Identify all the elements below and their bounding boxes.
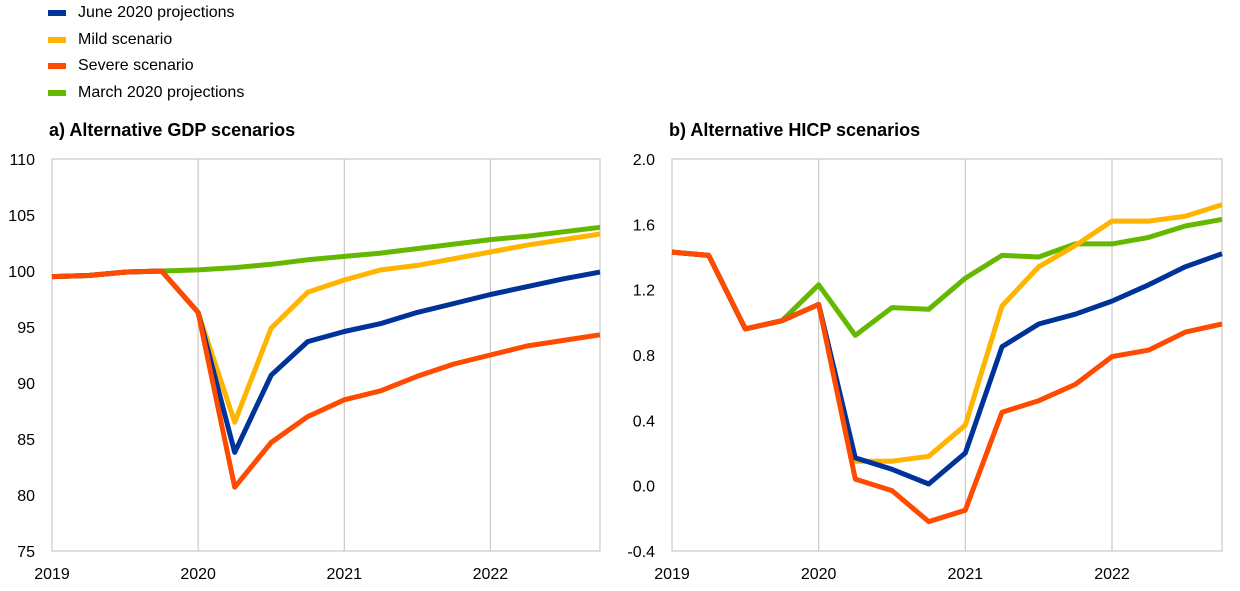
legend-swatch-severe	[48, 63, 66, 70]
gdp-y-tick-100: 100	[8, 264, 35, 281]
legend-label-june: June 2020 projections	[78, 4, 235, 22]
gdp-x-tick-2022: 2022	[473, 566, 509, 583]
hicp-series-june-2020-projections	[671, 249, 1223, 487]
gdp-y-tick-75: 75	[17, 544, 35, 561]
gdp-series-june-2020-projections	[51, 268, 601, 455]
legend-item-mild: Mild scenario	[48, 27, 244, 54]
hicp-y-tick-1.2: 1.2	[633, 283, 655, 300]
hicp-x-tick-2022: 2022	[1094, 566, 1130, 583]
hicp-y-tick-2.0: 2.0	[633, 152, 655, 169]
gdp-y-tick-90: 90	[17, 376, 35, 393]
legend-swatch-june	[48, 10, 66, 17]
gdp-y-tick-105: 105	[8, 208, 35, 225]
gdp-chart-title: a) Alternative GDP scenarios	[49, 120, 296, 140]
hicp-chart-title: b) Alternative HICP scenarios	[669, 120, 921, 140]
hicp-x-tick-2019: 2019	[654, 566, 690, 583]
hicp-y-tick-0.0: 0.0	[633, 479, 655, 496]
legend-swatch-march	[48, 90, 66, 97]
gdp-series-severe-scenario	[51, 268, 601, 490]
legend-item-march: March 2020 projections	[48, 80, 244, 107]
hicp-y-tick-0.8: 0.8	[633, 348, 655, 365]
legend-item-june: June 2020 projections	[48, 0, 244, 27]
gdp-series-march-2020-projections	[51, 224, 601, 280]
hicp-series-mild-scenario	[671, 202, 1223, 464]
gdp-x-tick-2021: 2021	[326, 566, 362, 583]
legend: June 2020 projections Mild scenario Seve…	[48, 0, 244, 106]
legend-label-mild: Mild scenario	[78, 30, 173, 48]
hicp-plot-frame	[671, 158, 1223, 552]
gdp-x-tick-2019: 2019	[34, 566, 70, 583]
gdp-y-tick-85: 85	[17, 432, 35, 449]
hicp-x-tick-2021: 2021	[948, 566, 984, 583]
legend-label-severe: Severe scenario	[78, 57, 194, 75]
gdp-y-tick-95: 95	[17, 320, 35, 337]
legend-label-march: March 2020 projections	[78, 84, 245, 102]
hicp-y-tick-1.6: 1.6	[633, 217, 655, 234]
hicp-series-march-2020-projections	[671, 216, 1223, 338]
gdp-plot-frame	[51, 158, 601, 552]
legend-item-severe: Severe scenario	[48, 53, 244, 80]
hicp-y-tick--0.4: -0.4	[627, 544, 655, 561]
hicp-y-tick-0.4: 0.4	[633, 413, 655, 430]
gdp-x-tick-2020: 2020	[180, 566, 216, 583]
hicp-x-tick-2020: 2020	[801, 566, 837, 583]
gdp-y-tick-110: 110	[9, 152, 35, 169]
gdp-series-mild-scenario	[51, 231, 601, 425]
hicp-series-severe-scenario	[671, 249, 1223, 525]
gdp-y-tick-80: 80	[17, 488, 35, 505]
legend-swatch-mild	[48, 36, 66, 43]
